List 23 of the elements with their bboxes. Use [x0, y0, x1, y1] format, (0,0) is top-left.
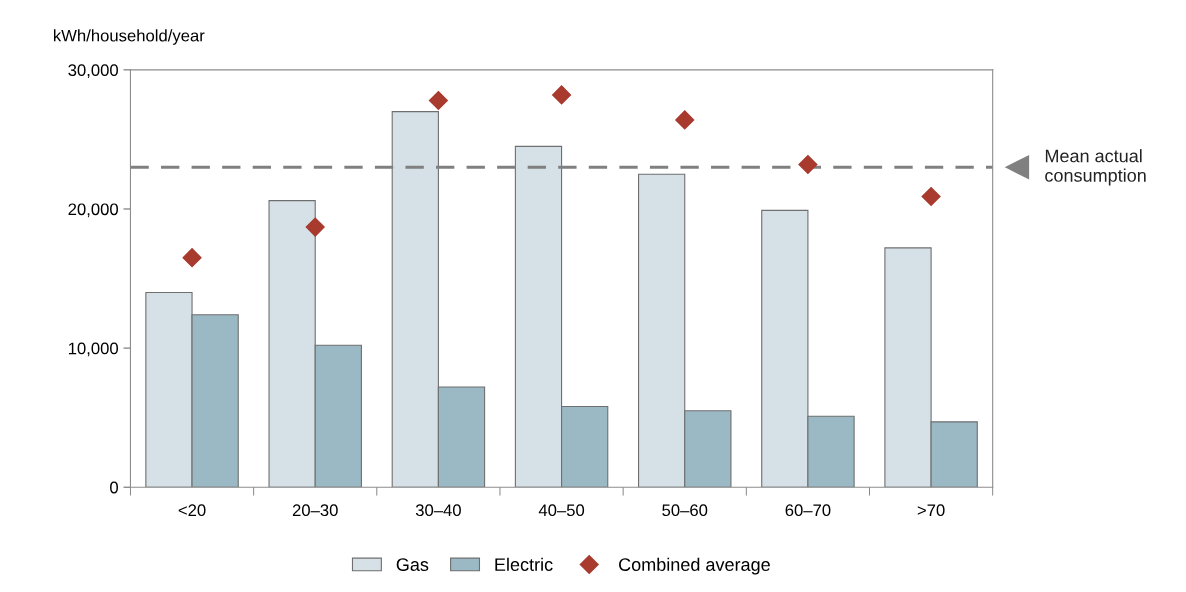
- x-tick-label: >70: [917, 504, 945, 517]
- y-tick-label: 20,000: [68, 203, 119, 218]
- point: [921, 186, 941, 206]
- x-tick-label: 60–70: [785, 504, 831, 517]
- point: [428, 90, 448, 110]
- point: [798, 154, 818, 174]
- x-tick-label: <20: [178, 504, 206, 517]
- x-tick-label: 30–40: [415, 504, 461, 517]
- y-tick-label: 10,000: [68, 342, 119, 357]
- ref-line-label: Mean actual consumption: [1045, 149, 1146, 186]
- legend-label: Electric: [495, 557, 553, 571]
- x-tick-label: 50–60: [662, 504, 708, 517]
- y-tick-label: 30,000: [68, 64, 119, 79]
- x-tick-label: 40–50: [538, 504, 585, 517]
- point: [675, 110, 695, 130]
- legend-label: Gas: [396, 558, 429, 571]
- point: [182, 248, 202, 268]
- point: [305, 217, 325, 237]
- y-axis-title: kWh/household/year: [53, 29, 205, 45]
- legend-label: Combined average: [619, 557, 770, 575]
- x-tick-label: 20–30: [292, 504, 338, 517]
- point: [552, 85, 572, 105]
- y-tick-label: 0: [110, 481, 118, 494]
